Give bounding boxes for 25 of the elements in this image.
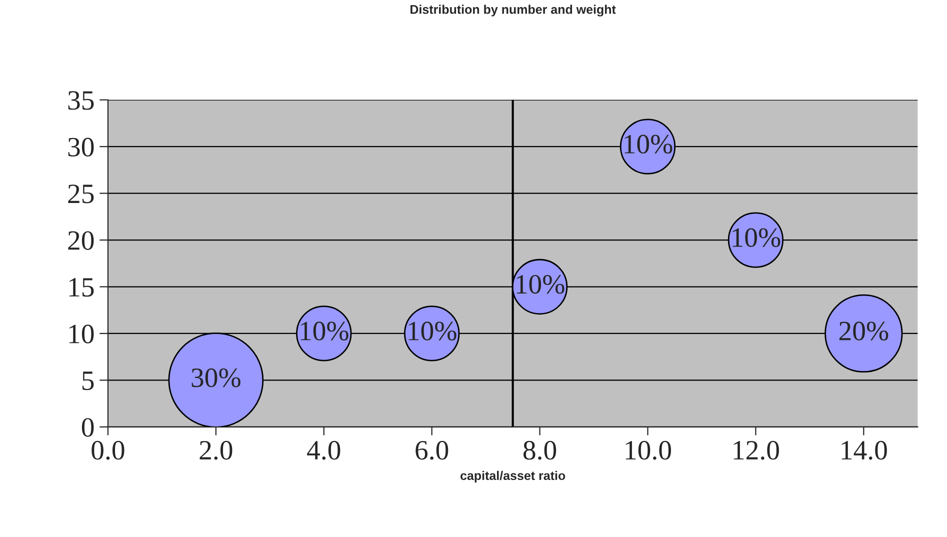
x-tick-label: 8.0: [523, 440, 556, 460]
annotation: 10%: [300, 322, 348, 341]
y-tick-label: 35: [68, 91, 94, 110]
chart-title: Distribution by number and weight: [410, 4, 616, 16]
x-axis-title: capital/asset ratio: [460, 470, 566, 483]
y-tick-label: 0: [82, 418, 94, 437]
x-tick-label: 6.0: [416, 440, 448, 460]
x-tick-label: 4.0: [307, 440, 340, 460]
annotation: 10%: [516, 274, 564, 294]
annotation: 20%: [839, 322, 888, 341]
annotation: 10%: [624, 134, 672, 154]
y-tick-label: 30: [68, 138, 94, 157]
x-tick-label: 14.0: [842, 440, 887, 460]
x-tick-label: 12.0: [734, 440, 779, 460]
x-tick-label: 2.0: [200, 440, 232, 460]
y-tick-label: 20: [68, 231, 94, 250]
y-tick-label: 15: [69, 278, 94, 297]
annotation: 10%: [408, 322, 456, 341]
y-tick-label: 10: [69, 324, 94, 344]
y-tick-label: 25: [68, 184, 94, 204]
y-tick-label: 5: [82, 372, 94, 390]
annotation: 30%: [192, 368, 240, 388]
x-tick-label: 0.0: [92, 440, 124, 460]
annotation: 10%: [732, 228, 780, 248]
x-tick-label: 10.0: [626, 440, 671, 460]
